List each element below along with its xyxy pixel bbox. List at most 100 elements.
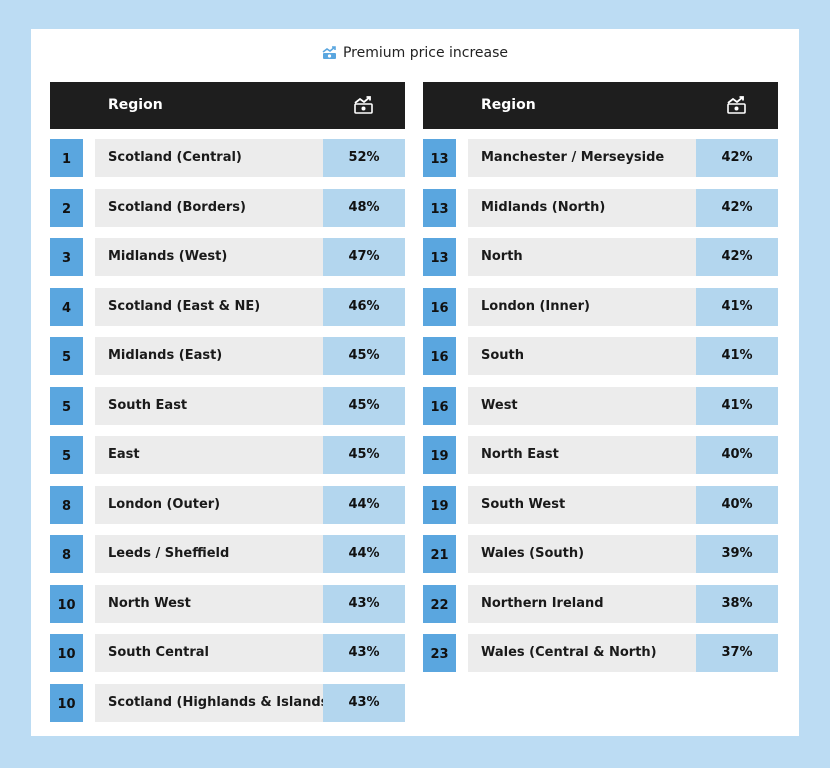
table-row: 5 Midlands (East) 45% (50, 337, 405, 375)
rank-cell: 2 (50, 188, 83, 227)
table-header: Region (50, 82, 405, 129)
rank-cell: 8 (50, 535, 83, 573)
value-cell: 46% (323, 287, 405, 326)
rank-cell: 16 (423, 337, 456, 375)
region-cell: South (468, 337, 696, 375)
value-cell: 40% (696, 436, 778, 474)
rank-cell: 13 (423, 238, 456, 276)
table-row: 16 West 41% (423, 386, 778, 425)
rank-cell: 8 (50, 485, 83, 524)
region-cell: North West (95, 584, 323, 623)
region-cell: West (468, 386, 696, 425)
header-region-label: Region (108, 97, 163, 113)
value-cell: 43% (323, 634, 405, 672)
region-cell: Manchester / Merseyside (468, 139, 696, 177)
value-cell: 41% (696, 337, 778, 375)
value-cell: 42% (696, 238, 778, 276)
region-cell: Midlands (North) (468, 188, 696, 227)
value-cell: 39% (696, 535, 778, 573)
region-cell: London (Outer) (95, 485, 323, 524)
rank-cell: 16 (423, 287, 456, 326)
table-row: 10 Scotland (Highlands & Islands) 43% (50, 683, 405, 722)
table-row: 19 North East 40% (423, 436, 778, 474)
table-row: 5 East 45% (50, 436, 405, 474)
value-cell: 52% (323, 139, 405, 177)
region-cell: London (Inner) (468, 287, 696, 326)
rank-cell: 13 (423, 188, 456, 227)
value-cell: 42% (696, 139, 778, 177)
value-cell: 37% (696, 634, 778, 672)
table-row: 10 North West 43% (50, 584, 405, 623)
value-cell: 40% (696, 485, 778, 524)
value-cell: 48% (323, 188, 405, 227)
table-row: 13 Midlands (North) 42% (423, 188, 778, 227)
rank-cell: 19 (423, 436, 456, 474)
table-header: Region (423, 82, 778, 129)
region-cell: Midlands (West) (95, 238, 323, 276)
rank-cell: 3 (50, 238, 83, 276)
region-cell: South West (468, 485, 696, 524)
rank-cell: 10 (50, 584, 83, 623)
table-row: 3 Midlands (West) 47% (50, 238, 405, 276)
rank-cell: 4 (50, 287, 83, 326)
table-row: 1 Scotland (Central) 52% (50, 139, 405, 177)
table-row: 22 Northern Ireland 38% (423, 584, 778, 623)
table-row: 13 Manchester / Merseyside 42% (423, 139, 778, 177)
money-chart-icon (727, 96, 746, 118)
table-row: 2 Scotland (Borders) 48% (50, 188, 405, 227)
rank-cell: 10 (50, 683, 83, 722)
money-chart-icon (354, 96, 373, 118)
value-cell: 43% (323, 584, 405, 623)
region-cell: Scotland (Highlands & Islands) (95, 683, 334, 722)
table-card: Premium price increase Region 1 Scotland … (31, 29, 799, 736)
region-cell: North East (468, 436, 696, 474)
rank-cell: 16 (423, 386, 456, 425)
table-right: Region 13 Manchester / Merseyside 42% 13 Mid… (423, 82, 778, 684)
region-cell: Leeds / Sheffield (95, 535, 323, 573)
chart-title-bar: Premium price increase (31, 45, 799, 61)
region-cell: South Central (95, 634, 323, 672)
value-cell: 41% (696, 287, 778, 326)
region-cell: Scotland (Central) (95, 139, 323, 177)
money-chart-icon (322, 46, 337, 60)
rank-cell: 5 (50, 337, 83, 375)
table-row: 23 Wales (Central & North) 37% (423, 634, 778, 672)
region-cell: Wales (Central & North) (468, 634, 696, 672)
rank-cell: 21 (423, 535, 456, 573)
value-cell: 44% (323, 485, 405, 524)
value-cell: 45% (323, 436, 405, 474)
table-row: 8 London (Outer) 44% (50, 485, 405, 524)
table-left: Region 1 Scotland (Central) 52% 2 Scotland (… (50, 82, 405, 733)
table-row: 19 South West 40% (423, 485, 778, 524)
rank-cell: 19 (423, 485, 456, 524)
table-row: 16 London (Inner) 41% (423, 287, 778, 326)
rank-cell: 1 (50, 139, 83, 177)
value-cell: 38% (696, 584, 778, 623)
header-region-label: Region (481, 97, 536, 113)
value-cell: 47% (323, 238, 405, 276)
value-cell: 41% (696, 386, 778, 425)
rank-cell: 22 (423, 584, 456, 623)
rows-right: 13 Manchester / Merseyside 42% 13 Midlands (… (423, 139, 778, 672)
region-cell: Scotland (East & NE) (95, 287, 323, 326)
region-cell: Scotland (Borders) (95, 188, 323, 227)
table-row: 5 South East 45% (50, 386, 405, 425)
region-cell: Midlands (East) (95, 337, 323, 375)
value-cell: 44% (323, 535, 405, 573)
table-row: 21 Wales (South) 39% (423, 535, 778, 573)
value-cell: 42% (696, 188, 778, 227)
region-cell: Northern Ireland (468, 584, 696, 623)
rank-cell: 5 (50, 386, 83, 425)
rows-left: 1 Scotland (Central) 52% 2 Scotland (Borders… (50, 139, 405, 722)
table-row: 10 South Central 43% (50, 634, 405, 672)
rank-cell: 23 (423, 634, 456, 672)
table-row: 13 North 42% (423, 238, 778, 276)
table-row: 8 Leeds / Sheffield 44% (50, 535, 405, 573)
rank-cell: 5 (50, 436, 83, 474)
value-cell: 43% (323, 683, 405, 722)
chart-title: Premium price increase (342, 45, 509, 61)
region-cell: North (468, 238, 696, 276)
region-cell: Wales (South) (468, 535, 696, 573)
rank-cell: 13 (423, 139, 456, 177)
value-cell: 45% (323, 337, 405, 375)
